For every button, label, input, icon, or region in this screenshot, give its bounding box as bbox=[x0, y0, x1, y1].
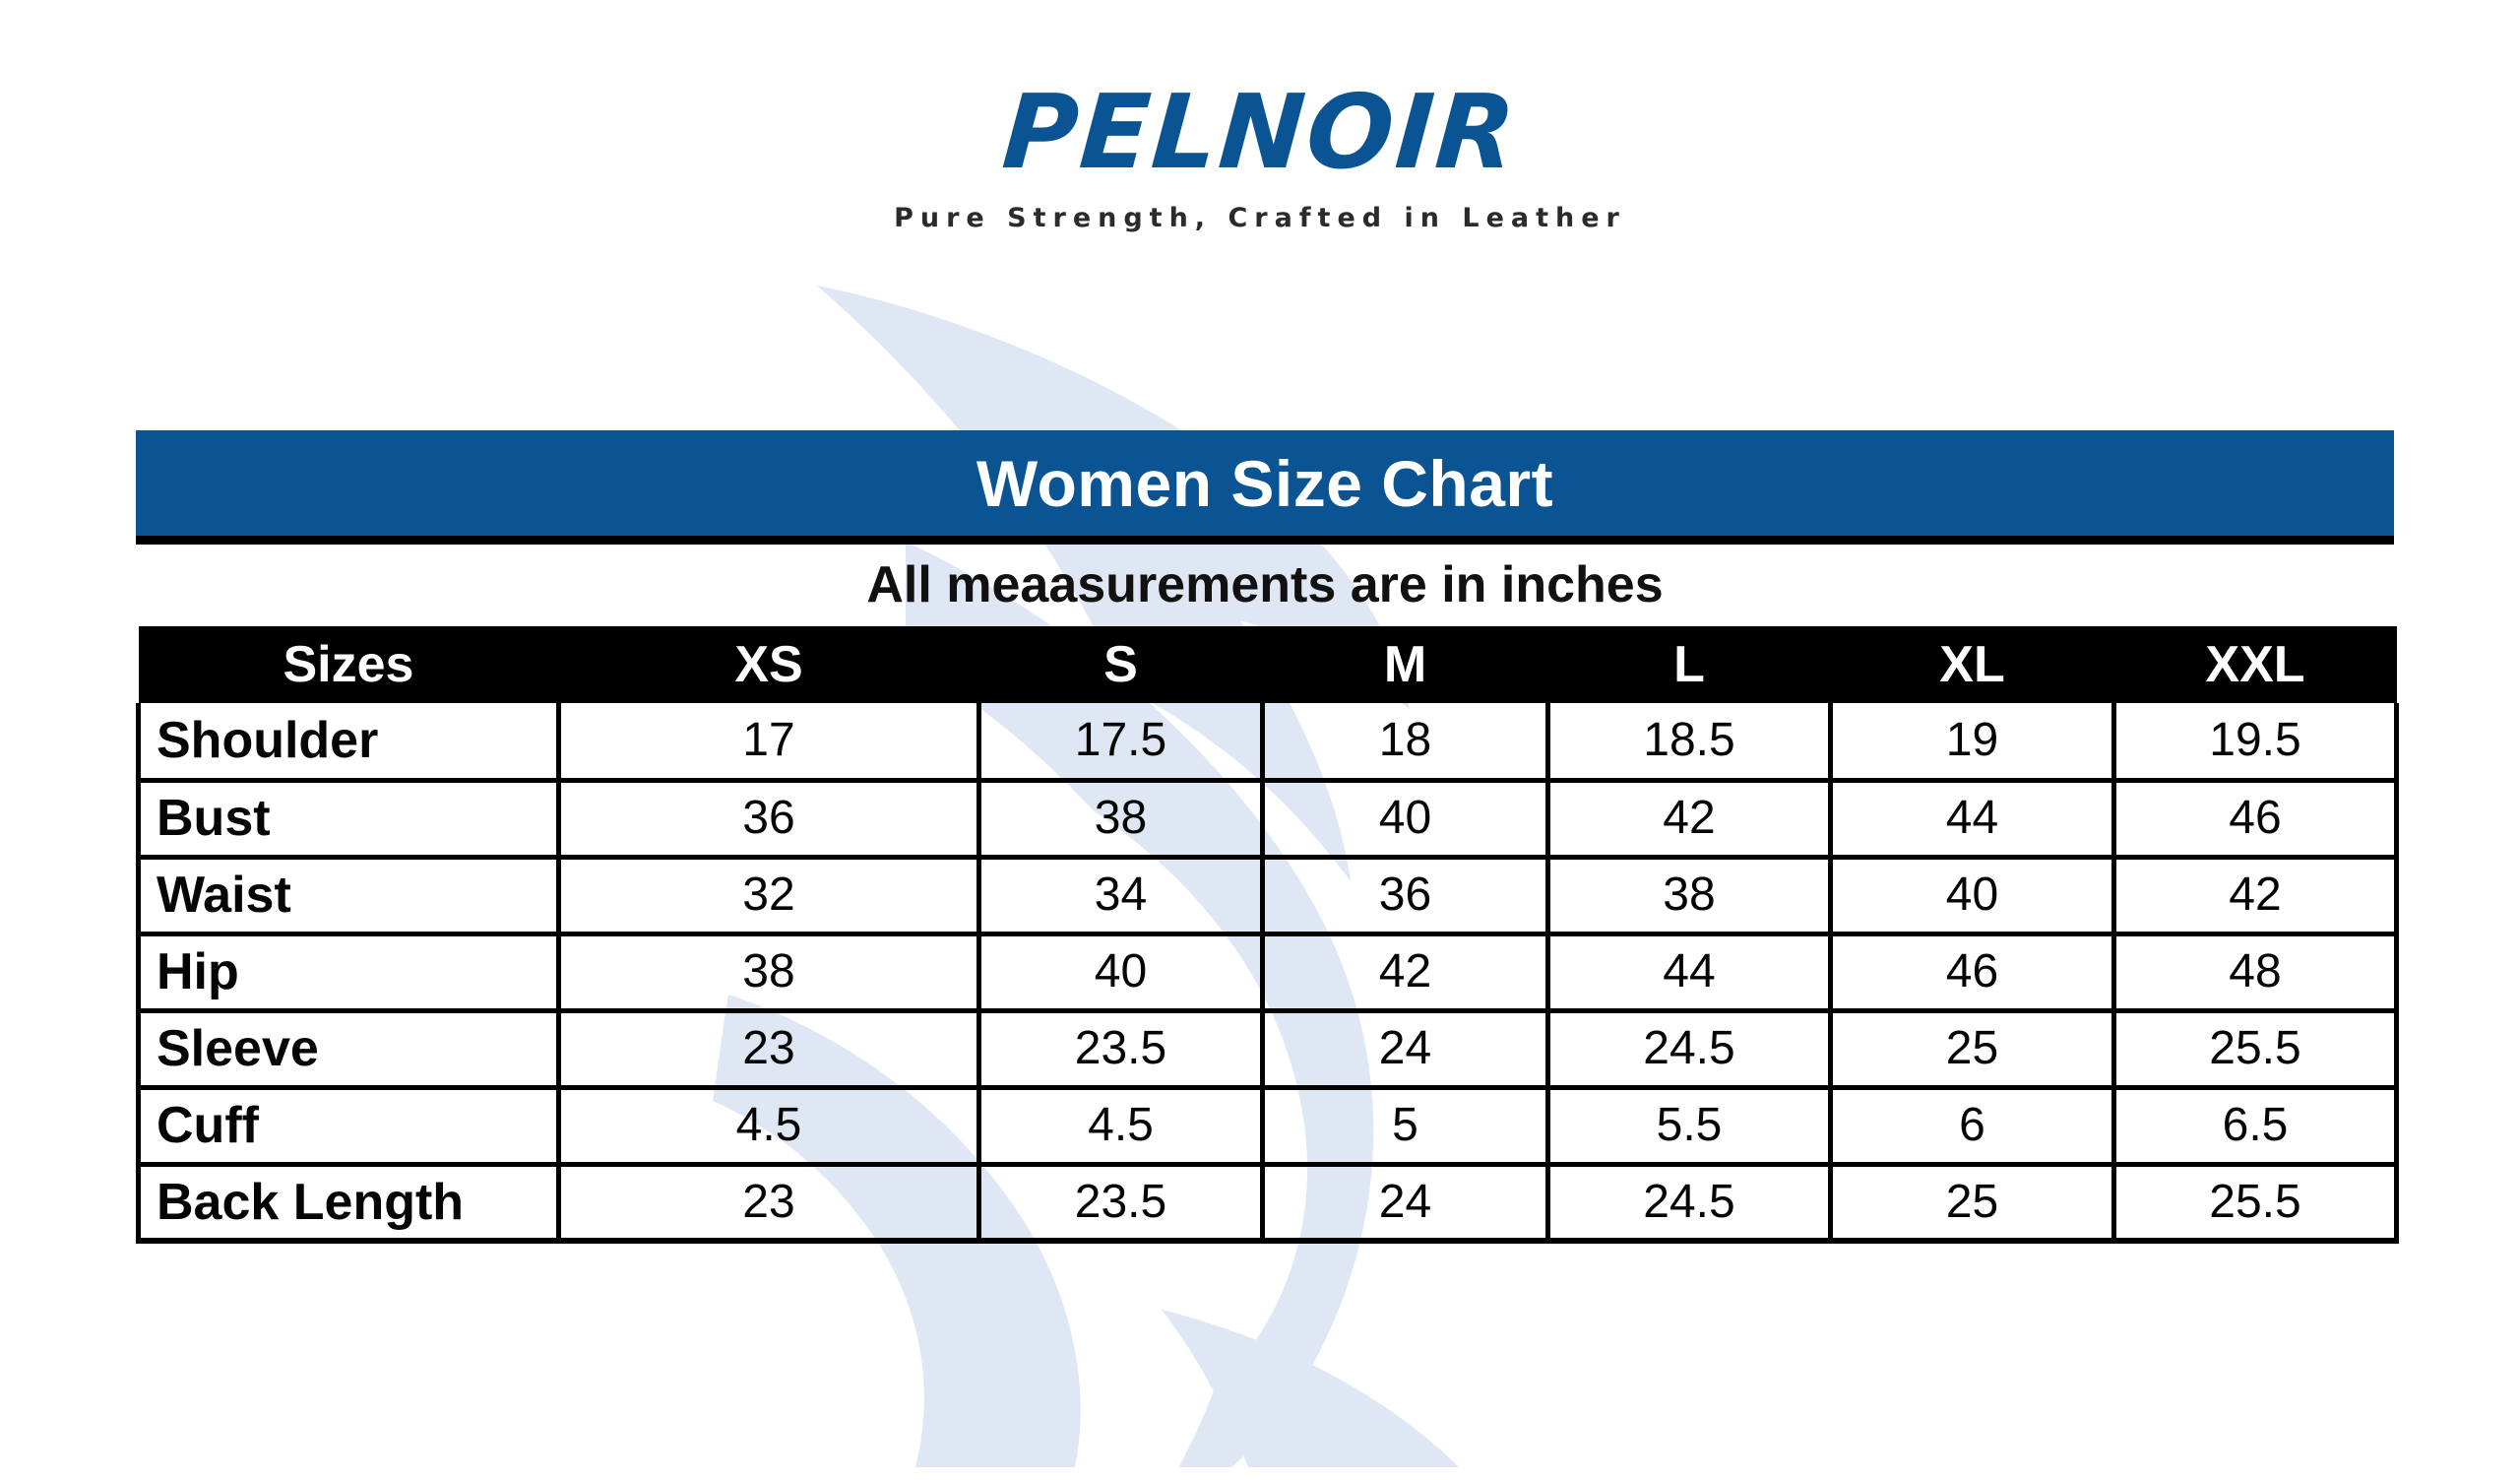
cell-back-length-l: 24.5 bbox=[1547, 1164, 1833, 1244]
table-row: Shoulder 17 17.5 18 18.5 19 19.5 bbox=[136, 703, 2399, 783]
cell-hip-xs: 38 bbox=[558, 933, 981, 1013]
cell-shoulder-m: 18 bbox=[1262, 703, 1550, 783]
column-header-xxl: XXL bbox=[2113, 626, 2397, 703]
cell-bust-xs: 36 bbox=[558, 780, 981, 860]
cell-waist-xs: 32 bbox=[558, 857, 981, 936]
chart-title-bar: Women Size Chart bbox=[136, 430, 2394, 545]
cell-waist-xl: 40 bbox=[1830, 857, 2116, 936]
brand-logo: PELNOIR Pure Strength, Crafted in Leathe… bbox=[0, 72, 2520, 233]
chart-title: Women Size Chart bbox=[976, 446, 1554, 520]
cell-shoulder-s: 17.5 bbox=[978, 703, 1265, 783]
brand-tagline: Pure Strength, Crafted in Leather bbox=[894, 203, 1626, 233]
cell-hip-s: 40 bbox=[978, 933, 1265, 1013]
row-label-waist: Waist bbox=[136, 857, 561, 936]
cell-shoulder-xl: 19 bbox=[1830, 703, 2116, 783]
cell-bust-m: 40 bbox=[1262, 780, 1550, 860]
cell-shoulder-l: 18.5 bbox=[1547, 703, 1833, 783]
cell-cuff-xxl: 6.5 bbox=[2113, 1087, 2399, 1167]
table-row: Sleeve 23 23.5 24 24.5 25 25.5 bbox=[136, 1010, 2399, 1090]
cell-sleeve-m: 24 bbox=[1262, 1010, 1550, 1090]
cell-sleeve-s: 23.5 bbox=[978, 1010, 1265, 1090]
cell-back-length-m: 24 bbox=[1262, 1164, 1550, 1244]
row-label-hip: Hip bbox=[136, 933, 561, 1013]
cell-back-length-xs: 23 bbox=[558, 1164, 981, 1244]
cell-sleeve-l: 24.5 bbox=[1547, 1010, 1833, 1090]
cell-back-length-xxl: 25.5 bbox=[2113, 1164, 2399, 1244]
cell-sleeve-xl: 25 bbox=[1830, 1010, 2116, 1090]
table-row: Waist 32 34 36 38 40 42 bbox=[136, 857, 2399, 936]
cell-bust-xl: 44 bbox=[1830, 780, 2116, 860]
column-header-sizes: Sizes bbox=[138, 626, 559, 703]
cell-waist-l: 38 bbox=[1547, 857, 1833, 936]
row-label-cuff: Cuff bbox=[136, 1087, 561, 1167]
cell-shoulder-xxl: 19.5 bbox=[2113, 703, 2399, 783]
cell-bust-xxl: 46 bbox=[2113, 780, 2399, 860]
cell-hip-xl: 46 bbox=[1830, 933, 2116, 1013]
row-label-sleeve: Sleeve bbox=[136, 1010, 561, 1090]
cell-cuff-m: 5 bbox=[1262, 1087, 1550, 1167]
row-label-shoulder: Shoulder bbox=[136, 703, 561, 783]
cell-cuff-s: 4.5 bbox=[978, 1087, 1265, 1167]
row-label-bust: Bust bbox=[136, 780, 561, 860]
table-row: Hip 38 40 42 44 46 48 bbox=[136, 933, 2399, 1013]
table-header: Sizes XS S M L XL XXL bbox=[138, 626, 2397, 703]
table-row: Bust 36 38 40 42 44 46 bbox=[136, 780, 2399, 860]
cell-waist-m: 36 bbox=[1262, 857, 1550, 936]
table-row: Back Length 23 23.5 24 24.5 25 25.5 bbox=[136, 1164, 2399, 1244]
column-header-xs: XS bbox=[558, 626, 979, 703]
column-header-m: M bbox=[1262, 626, 1548, 703]
cell-waist-xxl: 42 bbox=[2113, 857, 2399, 936]
column-header-s: S bbox=[978, 626, 1263, 703]
cell-back-length-xl: 25 bbox=[1830, 1164, 2116, 1244]
cell-cuff-l: 5.5 bbox=[1547, 1087, 1833, 1167]
row-label-back-length: Back Length bbox=[136, 1164, 561, 1244]
table-body: Shoulder 17 17.5 18 18.5 19 19.5 Bust 36… bbox=[136, 703, 2399, 1244]
cell-cuff-xl: 6 bbox=[1830, 1087, 2116, 1167]
column-header-l: L bbox=[1547, 626, 1831, 703]
size-chart-table: Sizes XS S M L XL XXL Shoulder 17 17.5 1… bbox=[136, 626, 2399, 1244]
cell-hip-l: 44 bbox=[1547, 933, 1833, 1013]
table-row: Cuff 4.5 4.5 5 5.5 6 6.5 bbox=[136, 1087, 2399, 1167]
cell-sleeve-xxl: 25.5 bbox=[2113, 1010, 2399, 1090]
cell-bust-l: 42 bbox=[1547, 780, 1833, 860]
chart-subtitle: All meaasurements are in inches bbox=[866, 556, 1664, 613]
brand-wordmark: PELNOIR bbox=[998, 72, 1522, 192]
cell-cuff-xs: 4.5 bbox=[558, 1087, 981, 1167]
cell-hip-xxl: 48 bbox=[2113, 933, 2399, 1013]
cell-back-length-s: 23.5 bbox=[978, 1164, 1265, 1244]
cell-bust-s: 38 bbox=[978, 780, 1265, 860]
column-header-xl: XL bbox=[1830, 626, 2114, 703]
cell-hip-m: 42 bbox=[1262, 933, 1550, 1013]
table-header-row: Sizes XS S M L XL XXL bbox=[138, 626, 2397, 703]
cell-waist-s: 34 bbox=[978, 857, 1265, 936]
cell-sleeve-xs: 23 bbox=[558, 1010, 981, 1090]
cell-shoulder-xs: 17 bbox=[558, 703, 981, 783]
